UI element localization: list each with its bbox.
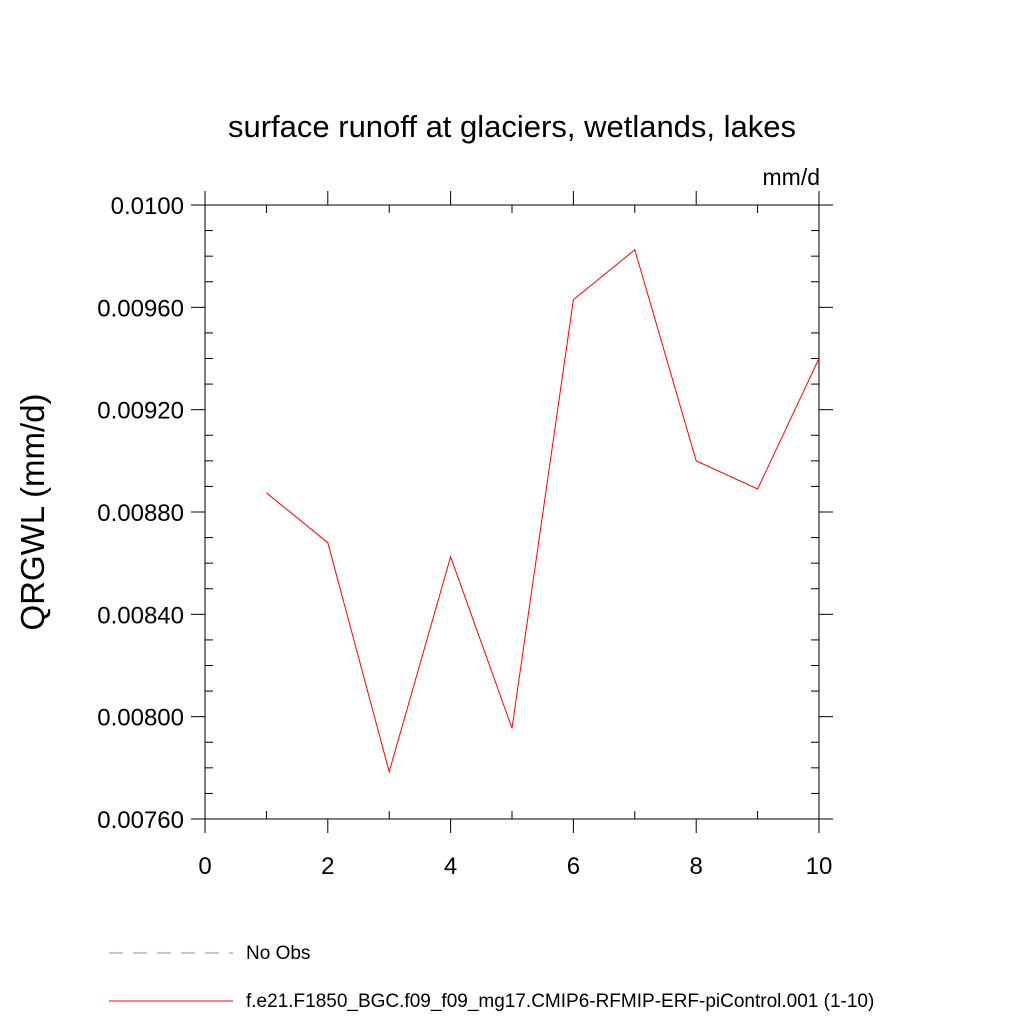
x-tick-label: 8	[690, 853, 703, 880]
y-tick-label: 0.00920	[97, 398, 184, 425]
x-tick-label: 4	[444, 853, 457, 880]
y-tick-label: 0.00840	[97, 602, 184, 629]
y-axis-minor-ticks	[205, 230, 819, 794]
x-tick-label: 0	[198, 853, 211, 880]
x-tick-label: 2	[321, 853, 334, 880]
y-axis-major-ticks	[191, 204, 833, 820]
y-tick-label: 0.00880	[97, 500, 184, 527]
units-label: mm/d	[763, 164, 821, 190]
y-tick-label: 0.00760	[97, 807, 184, 834]
y-tick-label: 0.00960	[97, 295, 184, 322]
legend-label-model-run: f.e21.F1850_BGC.f09_f09_mg17.CMIP6-RFMIP…	[246, 991, 874, 1012]
series-line-1	[266, 248, 820, 774]
y-axis-label: QRGWL (mm/d)	[14, 393, 51, 630]
series-lines	[266, 248, 820, 774]
chart-title: surface runoff at glaciers, wetlands, la…	[228, 109, 796, 144]
y-axis-tick-labels: 0.00760 0.00800 0.00840 0.00880 0.00920 0.009…	[97, 193, 184, 834]
legend: No Obs f.e21.F1850_BGC.f09_f09_mg17.CMIP…	[109, 943, 874, 1012]
y-tick-label: 0.0100	[111, 193, 184, 220]
x-axis-minor-ticks	[265, 205, 759, 819]
x-axis-tick-labels: 0 2 4 6 8 10	[198, 853, 832, 880]
y-tick-label: 0.00800	[97, 705, 184, 732]
x-axis-major-ticks	[204, 191, 820, 833]
x-tick-label: 6	[567, 853, 580, 880]
legend-label-no-obs: No Obs	[246, 943, 310, 964]
x-tick-label: 10	[806, 853, 833, 880]
